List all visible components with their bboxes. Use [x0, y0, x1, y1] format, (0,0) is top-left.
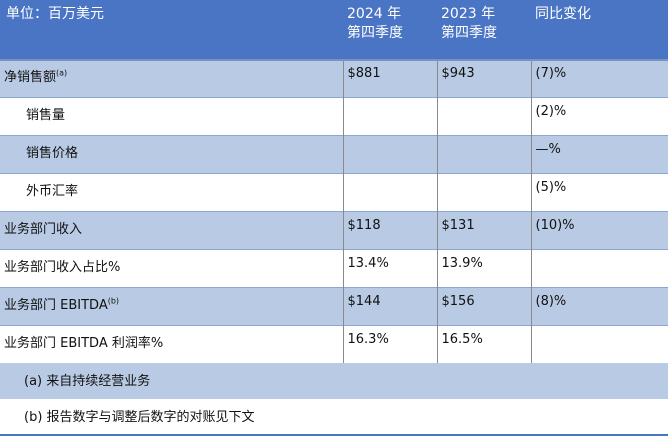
- row-label: 净销售额(a): [0, 60, 343, 97]
- cell-2024: 13.4%: [342, 249, 437, 287]
- cell-2023: 13.9%: [436, 249, 531, 287]
- row-label: 业务部门 EBITDA(b): [0, 287, 343, 325]
- col-2024-year: 2024 年: [347, 6, 402, 22]
- table-row-ebitda: 业务部门 EBITDA(b) $144 $156 (8)%: [0, 287, 668, 325]
- table-header-row: 单位：百万美元 2024 年 第四季度 2023 年 第四季度 同比变化: [0, 0, 668, 60]
- cell-2024: $118: [342, 211, 437, 249]
- table-row-volume: 销售量 (2)%: [0, 97, 668, 135]
- cell-2024: [342, 135, 437, 173]
- row-label: 销售价格: [0, 135, 343, 173]
- cell-change: (5)%: [530, 173, 668, 211]
- cell-2023: [436, 173, 531, 211]
- footnote-b: (b) 报告数字与调整后数字的对账见下文: [0, 399, 668, 436]
- row-label: 销售量: [0, 97, 343, 135]
- cell-change: (2)%: [530, 97, 668, 135]
- cell-2023: $943: [436, 60, 531, 97]
- table-row-segment-income-pct: 业务部门收入占比% 13.4% 13.9%: [0, 249, 668, 287]
- table-row-price: 销售价格 —%: [0, 135, 668, 173]
- table-row-net-sales: 净销售额(a) $881 $943 (7)%: [0, 60, 668, 97]
- cell-change: [530, 249, 668, 287]
- row-label: 业务部门收入: [0, 211, 343, 249]
- cell-change: (7)%: [530, 60, 668, 97]
- cell-2023: 16.5%: [436, 325, 531, 363]
- footnote-a: (a) 来自持续经营业务: [0, 363, 668, 399]
- footnote-b-row: (b) 报告数字与调整后数字的对账见下文: [0, 399, 668, 436]
- row-label: 外币汇率: [0, 173, 343, 211]
- cell-2024: 16.3%: [342, 325, 437, 363]
- cell-change: —%: [530, 135, 668, 173]
- cell-2024: [342, 97, 437, 135]
- cell-2023: $131: [436, 211, 531, 249]
- table-row-segment-income: 业务部门收入 $118 $131 (10)%: [0, 211, 668, 249]
- col-change-header: 同比变化: [535, 6, 591, 22]
- cell-change: (8)%: [530, 287, 668, 325]
- unit-label: 单位：百万美元: [6, 6, 104, 22]
- cell-2024: $881: [342, 60, 437, 97]
- table-row-ebitda-margin: 业务部门 EBITDA 利润率% 16.3% 16.5%: [0, 325, 668, 363]
- cell-2023: $156: [436, 287, 531, 325]
- row-label: 业务部门 EBITDA 利润率%: [0, 325, 343, 363]
- cell-change: (10)%: [530, 211, 668, 249]
- cell-2024: $144: [342, 287, 437, 325]
- footnote-a-row: (a) 来自持续经营业务: [0, 363, 668, 399]
- footnote-ref-b: (b): [107, 296, 120, 306]
- col-2023-header: 2023 年 第四季度: [437, 0, 531, 60]
- table-row-fx: 外币汇率 (5)%: [0, 173, 668, 211]
- col-2024-quarter: 第四季度: [347, 25, 403, 41]
- cell-2023: [436, 97, 531, 135]
- footnote-ref-a: (a): [56, 68, 68, 78]
- cell-2024: [342, 173, 437, 211]
- row-label: 业务部门收入占比%: [0, 249, 343, 287]
- col-2023-quarter: 第四季度: [441, 25, 497, 41]
- col-2024-header: 2024 年 第四季度: [343, 0, 437, 60]
- col-2023-year: 2023 年: [441, 6, 496, 22]
- cell-change: [530, 325, 668, 363]
- cell-2023: [436, 135, 531, 173]
